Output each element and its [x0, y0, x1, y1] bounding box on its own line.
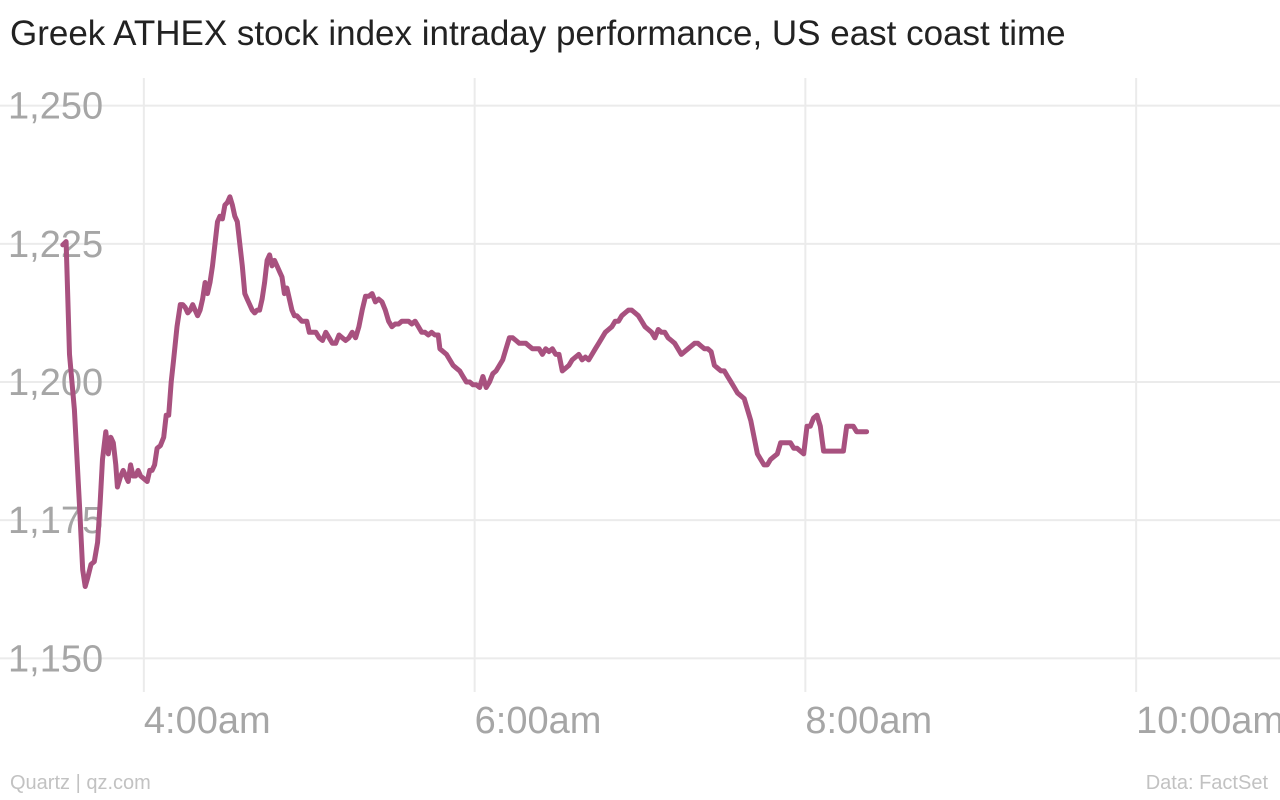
y-tick-label: 1,150	[8, 638, 103, 680]
y-tick-label: 1,225	[8, 224, 103, 266]
chart-title: Greek ATHEX stock index intraday perform…	[10, 14, 1066, 53]
series-layer	[60, 194, 870, 589]
grid	[0, 78, 1280, 692]
y-axis-tick-labels: 1,250 1,225 1,200 1,175 1,150	[8, 86, 103, 681]
x-tick-label: 10:00am	[1136, 700, 1280, 742]
x-axis-tick-labels: 4:00am 6:00am 8:00am 10:00am	[144, 700, 1280, 742]
y-tick-label: 1,250	[8, 86, 103, 128]
y-tick-label: 1,200	[8, 362, 103, 404]
source-credit: Quartz | qz.com	[10, 772, 151, 794]
series-line	[60, 194, 870, 589]
x-tick-label: 8:00am	[805, 700, 932, 742]
x-tick-label: 6:00am	[475, 700, 602, 742]
x-tick-label: 4:00am	[144, 700, 271, 742]
data-source: Data: FactSet	[1145, 772, 1268, 794]
y-tick-label: 1,175	[8, 500, 103, 542]
